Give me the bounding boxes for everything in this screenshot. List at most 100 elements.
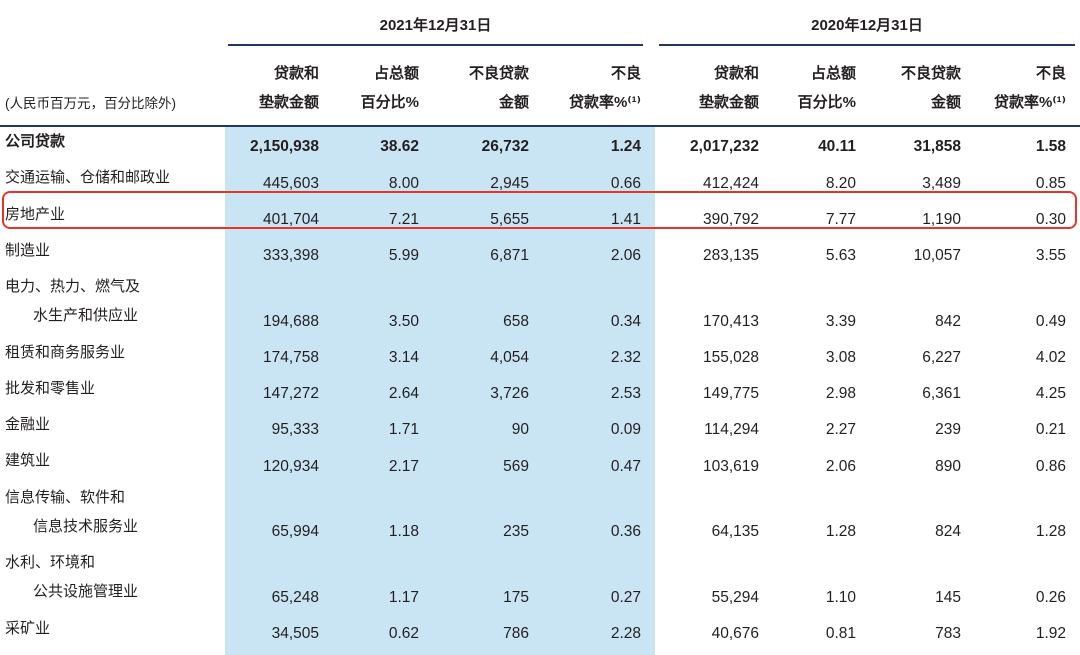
table-row: 电力、热力、燃气及 水生产和供应业 194,688 3.50 658 0.34 1… [0, 272, 1080, 338]
industry-name: 采矿业 [5, 614, 225, 643]
cell-loans-2020: 412,424 [702, 174, 759, 192]
cell-npl-2021: 90 [433, 410, 543, 447]
period-header-2020-cell: 2020年12月31日 [655, 0, 1080, 46]
cell-loans-2021: 2,150,938 [225, 126, 333, 164]
cell-loans-2021: 65,248 [225, 548, 333, 614]
table-row: 金融业 95,333 1.71 90 0.09 114,294 2.27 239… [0, 410, 1080, 447]
cell-pct-2020: 3.39 [825, 312, 856, 330]
colhead-line: 百分比% [797, 93, 856, 111]
cell-loans-2021: 147,272 [225, 373, 333, 410]
cell-loans-2020: 390,792 [702, 210, 759, 228]
cell-npl-2021: 5,655 [433, 199, 543, 236]
industry-name: 水利、环境和 公共设施管理业 [5, 548, 225, 607]
cell-pct-2021: 1.29 [333, 649, 433, 655]
cell-npl-2021: 569 [433, 446, 543, 483]
cell-npl-2021: 235 [433, 482, 543, 548]
cell-pct-2020: 7.77 [825, 210, 856, 228]
table-row: 采矿业 34,505 0.62 786 2.28 40,676 0.81 783… [0, 613, 1080, 650]
cell-npl-ratio-2021: 1.24 [543, 126, 655, 164]
industry-name-line: 制造业 [5, 241, 51, 259]
cell-loans-2020: 55,294 [711, 588, 759, 606]
cell-npl-2020: 1,190 [922, 210, 961, 228]
cell-pct-2021: 1.71 [333, 410, 433, 447]
cell-npl-ratio-2021: 2.32 [543, 337, 655, 374]
colhead-line: 不良 [1035, 65, 1066, 82]
cell-pct-2020: 2.27 [825, 421, 856, 439]
table-row: 公司贷款 2,150,938 38.62 26,732 1.24 2,017,2… [0, 126, 1080, 164]
table-row: 水利、环境和 公共设施管理业 65,248 1.17 175 0.27 55,29… [0, 548, 1080, 614]
colhead-line: 金额 [930, 93, 961, 111]
cell-npl-ratio-2021: 2.28 [543, 613, 655, 650]
cell-npl-2020: 842 [935, 312, 961, 330]
cell-loans-2021: 174,758 [225, 337, 333, 374]
industry-name: 信息传输、软件和 信息技术服务业 [5, 483, 225, 542]
cell-npl-ratio-2021: 0.66 [543, 163, 655, 200]
colhead-line: 贷款和 [273, 65, 319, 82]
cell-loans-2021: 34,505 [225, 613, 333, 650]
period-header-row: 2021年12月31日 2020年12月31日 [0, 0, 1080, 46]
colhead-npl-ratio-2020: 不良 贷款率%⁽¹⁾ [975, 46, 1080, 127]
cell-npl-ratio-2020: 4.25 [1035, 385, 1066, 402]
cell-pct-2020: 0.81 [825, 624, 856, 642]
cell-pct-2021: 5.99 [333, 235, 433, 272]
industry-name-line: 采矿业 [5, 619, 51, 637]
colhead-line: 金额 [498, 93, 529, 111]
cell-npl-2020: 783 [935, 624, 961, 642]
unit-note: (人民币百万元，百分比除外) [0, 46, 225, 127]
cell-npl-ratio-2021: 0.47 [543, 446, 655, 483]
colhead-line: 垫款金额 [258, 93, 319, 111]
cell-npl-ratio-2021: 2.06 [543, 235, 655, 272]
cell-npl-2021: 658 [433, 272, 543, 338]
cell-loans-2020: 40,676 [711, 624, 759, 642]
industry-name-line: 公司贷款 [5, 133, 66, 150]
cell-pct-2020: 8.20 [825, 174, 856, 192]
cell-npl-2021: 2,945 [433, 163, 543, 200]
cell-npl-2020: 10,057 [913, 247, 961, 264]
cell-pct-2020: 3.08 [825, 348, 856, 366]
industry-name-line: 建筑业 [5, 452, 51, 470]
colhead-line: 不良贷款 [468, 65, 529, 82]
cell-loans-2020: 64,135 [711, 523, 759, 540]
cell-loans-2021: 445,603 [225, 163, 333, 200]
cell-loans-2020: 283,135 [702, 247, 759, 264]
industry-name: 批发和零售业 [5, 374, 225, 403]
cell-npl-ratio-2020: 0.85 [1035, 174, 1066, 192]
industry-name: 其他⁽²⁾ [5, 650, 225, 655]
cell-npl-2021: 3,726 [433, 373, 543, 410]
industry-name-line: 信息传输、软件和 [5, 488, 126, 506]
cell-pct-2020: 2.98 [825, 385, 856, 402]
cell-npl-ratio-2020: 0.21 [1035, 421, 1066, 439]
colhead-line: 贷款率%⁽¹⁾ [994, 93, 1066, 111]
colhead-npl-2021: 不良贷款 金额 [433, 46, 543, 127]
cell-npl-2021: 4,054 [433, 337, 543, 374]
cell-npl-ratio-2021: 2.53 [543, 373, 655, 410]
cell-npl-2021: 786 [433, 613, 543, 650]
cell-npl-ratio-2020: 0.30 [1035, 210, 1066, 228]
period-label-2021: 2021年12月31日 [228, 10, 643, 46]
colhead-line: 不良贷款 [900, 65, 961, 82]
industry-name: 金融业 [5, 410, 225, 439]
colhead-npl-ratio-2021: 不良 贷款率%⁽¹⁾ [543, 46, 655, 127]
cell-loans-2020: 149,775 [702, 385, 759, 402]
cell-npl-2021: 175 [433, 548, 543, 614]
table-row: 信息传输、软件和 信息技术服务业 65,994 1.18 235 0.36 64,… [0, 482, 1080, 548]
colhead-line: 不良 [610, 65, 641, 82]
cell-loans-2021: 333,398 [225, 235, 333, 272]
cell-loans-2020: 114,294 [704, 421, 759, 439]
cell-npl-ratio-2020: 4.02 [1035, 348, 1066, 366]
colhead-loans-2020: 贷款和 垫款金额 [655, 46, 773, 127]
industry-name: 公司贷款 [5, 127, 225, 156]
cell-npl-2020: 239 [935, 421, 961, 439]
cell-npl-2020: 6,227 [922, 348, 961, 366]
corner-cell [0, 0, 225, 46]
table-row: 建筑业 120,934 2.17 569 0.47 103,619 2.06 8… [0, 446, 1080, 483]
industry-name: 电力、热力、燃气及 水生产和供应业 [5, 272, 225, 331]
cell-npl-2021: 6,871 [433, 235, 543, 272]
cell-loans-2021: 95,333 [225, 410, 333, 447]
cell-pct-2021: 7.21 [333, 199, 433, 236]
cell-npl-2020: 145 [935, 588, 961, 606]
cell-loans-2021: 194,688 [225, 272, 333, 338]
cell-npl-2020: 811 [870, 649, 975, 655]
cell-loans-2020: 155,028 [702, 348, 759, 366]
colhead-pct-2021: 占总额 百分比% [333, 46, 433, 127]
